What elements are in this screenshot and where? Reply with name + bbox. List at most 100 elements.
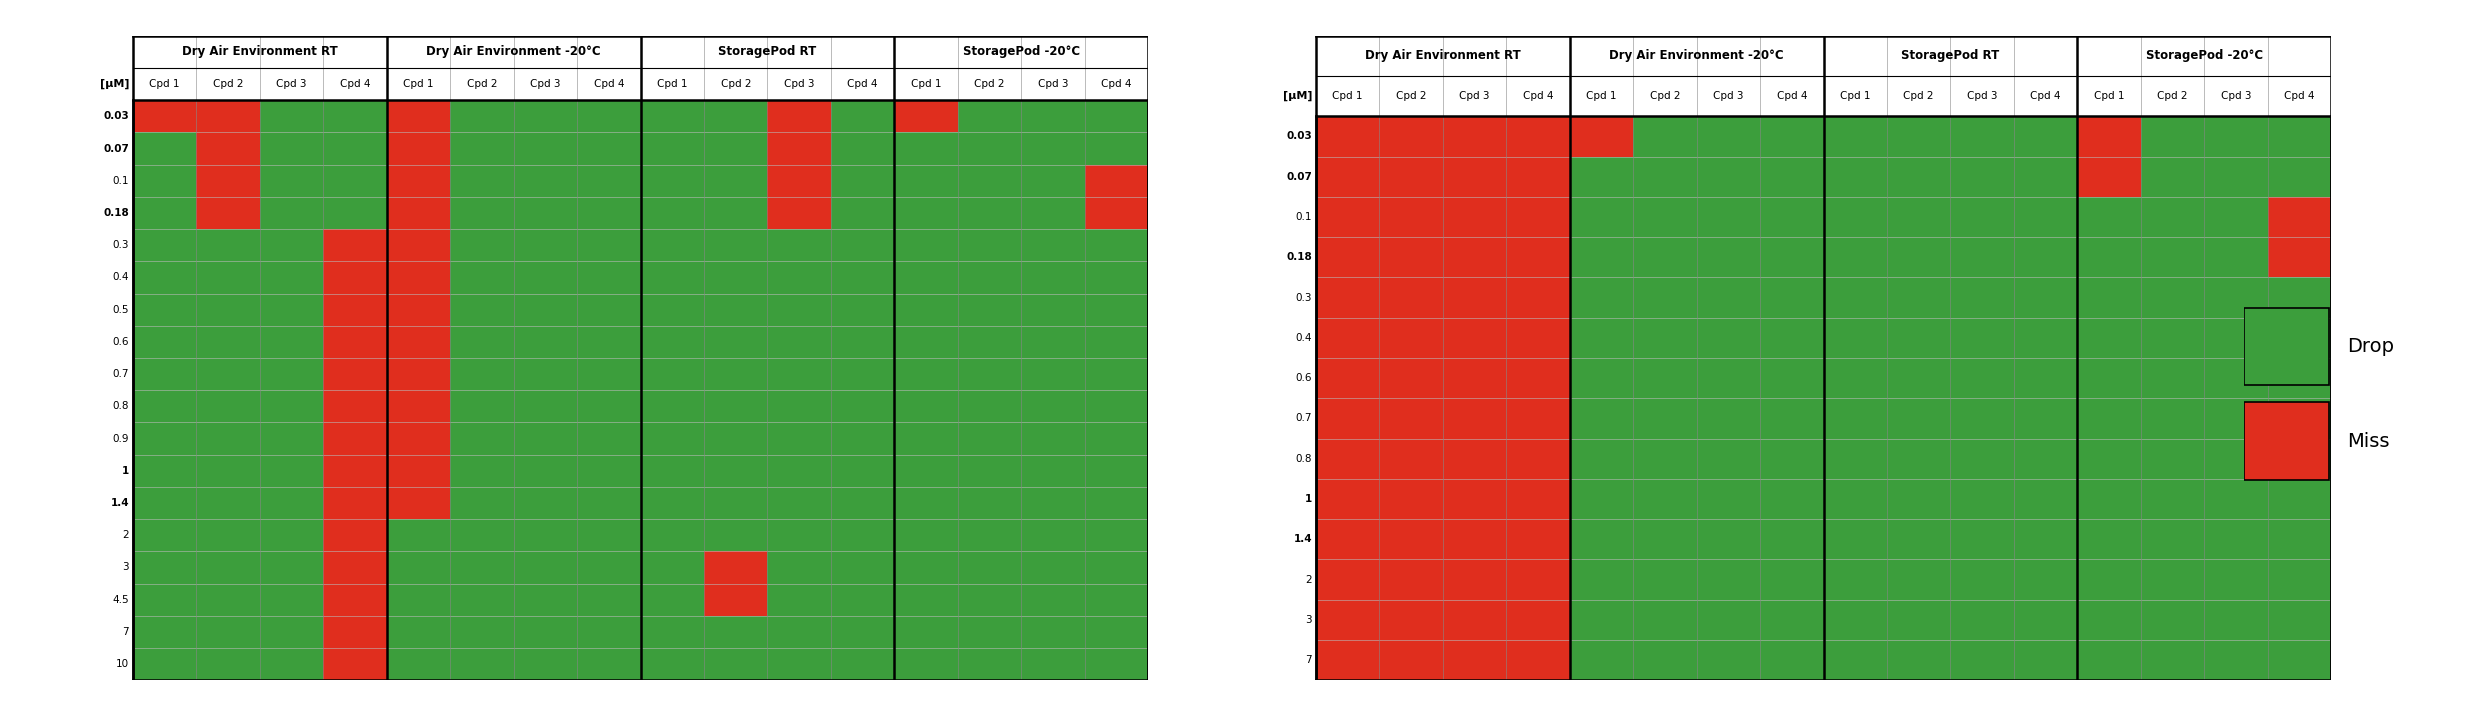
Bar (513, 358, 578, 390)
Bar (1022, 326, 1084, 358)
Bar (895, 584, 957, 616)
Bar (1443, 237, 1505, 277)
Bar (1084, 616, 1148, 648)
Bar (1696, 559, 1761, 599)
Bar (957, 100, 1022, 132)
Bar (1317, 157, 1379, 197)
Bar (260, 519, 322, 551)
Text: Cpd 3: Cpd 3 (1037, 79, 1069, 89)
Bar (895, 616, 957, 648)
Bar (831, 197, 895, 229)
Bar (196, 487, 260, 519)
Text: StoragePod -20°C: StoragePod -20°C (962, 45, 1079, 59)
Text: Cpd 3: Cpd 3 (1458, 91, 1490, 101)
Bar (2267, 599, 2331, 640)
Bar (1317, 559, 1379, 599)
Text: 0.1: 0.1 (112, 176, 129, 185)
Bar (196, 551, 260, 584)
Bar (1084, 100, 1148, 132)
Bar (1823, 599, 1887, 640)
Bar (1443, 559, 1505, 599)
Bar (640, 294, 704, 326)
Bar (766, 648, 831, 680)
Text: 0.03: 0.03 (1287, 132, 1312, 142)
Bar (1949, 599, 2014, 640)
Bar (1443, 438, 1505, 479)
Bar (322, 132, 387, 165)
Bar (1761, 438, 1823, 479)
Bar (451, 455, 513, 487)
Bar (387, 165, 451, 197)
Bar (134, 616, 196, 648)
Bar (1823, 116, 1887, 157)
Bar (578, 100, 640, 132)
Bar (387, 422, 451, 455)
Bar (387, 100, 451, 132)
Bar (2140, 599, 2205, 640)
Bar (957, 519, 1022, 551)
Bar (578, 358, 640, 390)
Bar (1823, 36, 2078, 116)
Bar (1022, 229, 1084, 261)
Bar (1379, 640, 1443, 680)
Bar (451, 519, 513, 551)
Bar (196, 519, 260, 551)
Text: 10: 10 (117, 659, 129, 669)
Text: 0.4: 0.4 (1295, 333, 1312, 343)
Bar (260, 551, 322, 584)
Text: Cpd 2: Cpd 2 (466, 79, 496, 89)
Bar (134, 584, 196, 616)
Bar (134, 487, 196, 519)
Bar (2205, 318, 2267, 358)
Bar (1570, 559, 1634, 599)
Text: Cpd 3: Cpd 3 (1967, 91, 1996, 101)
Text: Cpd 2: Cpd 2 (213, 79, 243, 89)
Bar (260, 422, 322, 455)
Bar (895, 197, 957, 229)
Text: 0.7: 0.7 (112, 369, 129, 379)
Bar (2244, 308, 2329, 385)
Bar (196, 326, 260, 358)
Bar (1570, 116, 1634, 157)
Bar (451, 326, 513, 358)
Text: Cpd 1: Cpd 1 (1332, 91, 1364, 101)
Bar (2078, 398, 2140, 438)
Bar (578, 197, 640, 229)
Bar (766, 358, 831, 390)
Bar (831, 100, 895, 132)
Text: 7: 7 (122, 627, 129, 637)
Bar (2140, 277, 2205, 318)
Bar (704, 165, 766, 197)
Bar (2014, 116, 2078, 157)
Bar (513, 519, 578, 551)
Bar (322, 326, 387, 358)
Bar (513, 551, 578, 584)
Bar (1761, 398, 1823, 438)
Bar (895, 422, 957, 455)
Text: Cpd 1: Cpd 1 (1840, 91, 1870, 101)
Bar (260, 455, 322, 487)
Bar (2267, 116, 2331, 157)
Bar (704, 294, 766, 326)
Bar (196, 616, 260, 648)
Bar (578, 165, 640, 197)
Bar (1887, 519, 1949, 559)
Bar (322, 422, 387, 455)
Bar (1761, 640, 1823, 680)
Bar (831, 487, 895, 519)
Bar (1317, 479, 1379, 519)
Bar (196, 358, 260, 390)
Bar (260, 487, 322, 519)
Bar (1949, 237, 2014, 277)
Bar (1696, 479, 1761, 519)
Bar (957, 358, 1022, 390)
Bar (196, 261, 260, 294)
Bar (957, 326, 1022, 358)
Bar (1634, 398, 1696, 438)
Bar (640, 390, 704, 422)
Bar (134, 390, 196, 422)
Bar (1634, 116, 1696, 157)
Bar (1570, 438, 1634, 479)
Bar (578, 326, 640, 358)
Bar (134, 358, 196, 390)
